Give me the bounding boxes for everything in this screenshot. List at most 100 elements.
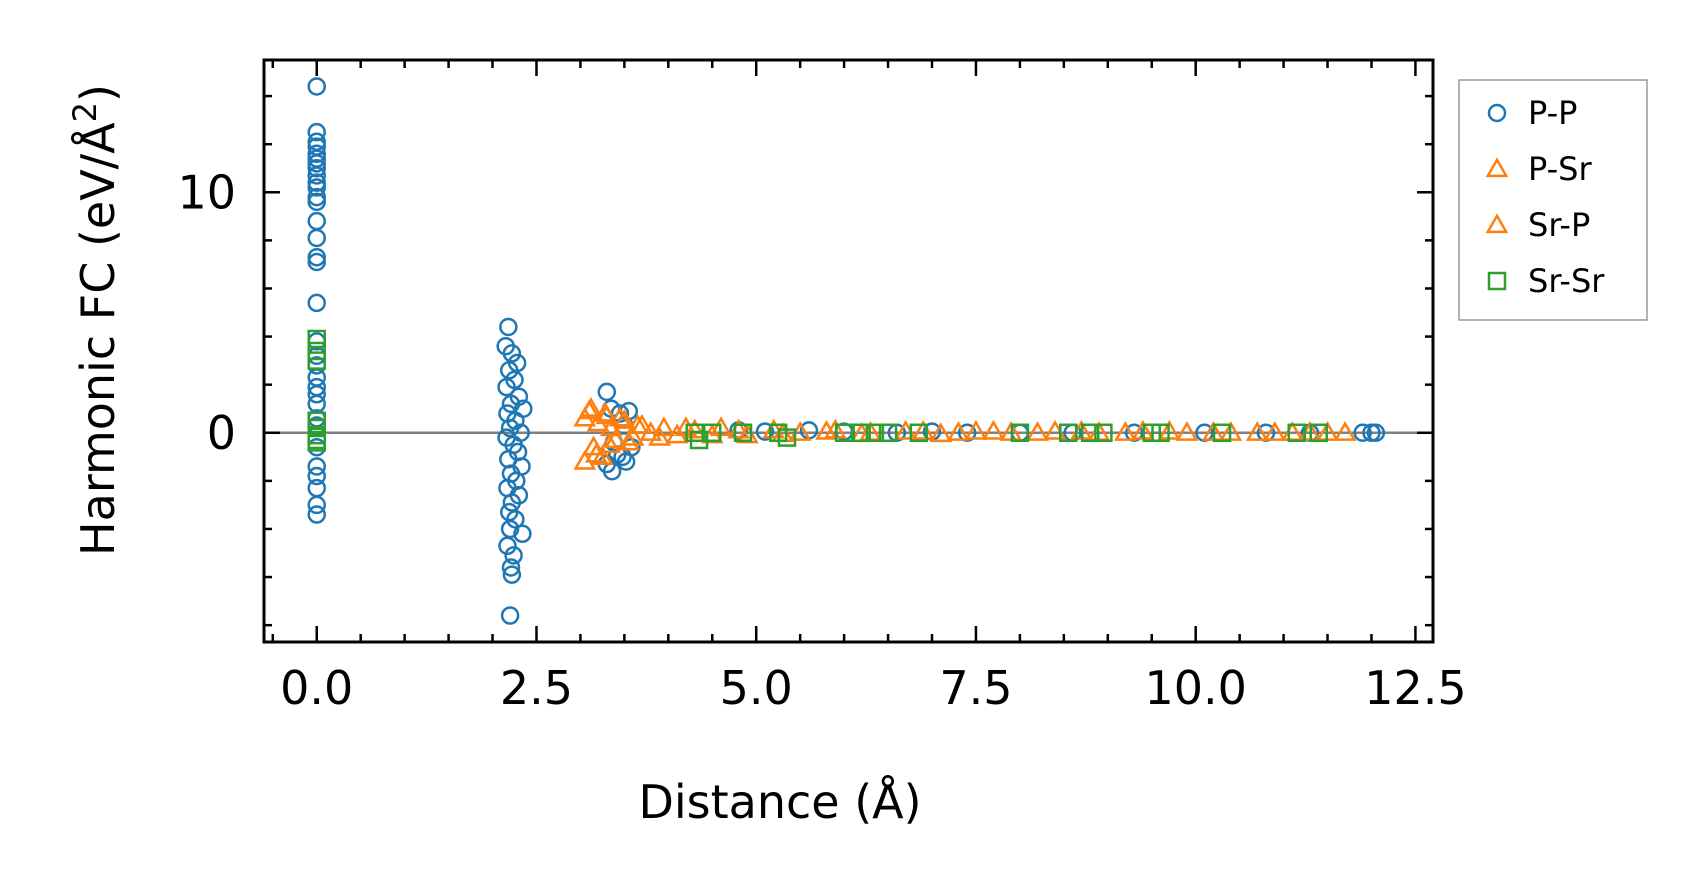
data-point — [834, 423, 854, 443]
data-point — [852, 423, 871, 443]
x-tick-label: 10.0 — [1144, 661, 1246, 715]
data-point — [683, 418, 707, 439]
data-point — [1245, 421, 1269, 441]
data-point — [613, 409, 636, 429]
data-point — [591, 445, 614, 465]
data-point — [307, 144, 326, 164]
data-point — [502, 565, 522, 584]
legend-markers — [1485, 103, 1509, 291]
data-point — [307, 252, 326, 272]
data-point — [777, 428, 797, 447]
legend-label-p-p: P-P — [1528, 94, 1577, 132]
data-point — [648, 425, 671, 446]
data-point — [307, 173, 326, 192]
data-point — [497, 377, 516, 397]
data-point — [1058, 423, 1078, 443]
y-axis-label-superscript: 2 — [66, 102, 104, 122]
data-point — [307, 158, 326, 178]
data-point — [307, 228, 326, 248]
data-point — [501, 558, 521, 577]
data-point — [504, 546, 523, 565]
data-point — [307, 466, 326, 486]
data-point — [1094, 423, 1113, 443]
data-point — [584, 442, 608, 463]
data-point — [755, 422, 775, 441]
data-point — [501, 394, 521, 414]
data-point — [307, 166, 326, 185]
data-point — [616, 452, 636, 471]
data-point — [582, 435, 605, 456]
data-point — [1333, 421, 1357, 441]
data-point — [815, 419, 838, 440]
data-point — [579, 396, 603, 417]
data-point — [703, 423, 722, 443]
data-point — [878, 423, 898, 443]
data-point — [307, 329, 326, 349]
data-point — [909, 423, 929, 443]
data-point — [307, 178, 326, 197]
series-sr-sr — [307, 329, 1328, 452]
data-point — [608, 406, 632, 427]
data-point — [307, 293, 326, 313]
data-point — [1263, 421, 1287, 441]
data-point — [982, 419, 1005, 440]
data-point — [1287, 423, 1307, 443]
data-point — [500, 418, 520, 438]
data-point — [307, 457, 326, 476]
axis-ticks — [264, 60, 1433, 642]
data-point — [617, 430, 641, 451]
data-point — [499, 317, 518, 337]
data-point — [1151, 423, 1170, 443]
data-point — [947, 421, 970, 441]
data-point — [621, 425, 645, 446]
data-point — [498, 536, 517, 556]
data-point — [307, 433, 326, 452]
data-point — [1080, 423, 1100, 443]
data-point — [1366, 423, 1386, 443]
x-axis-label: Distance (Å) — [638, 775, 921, 829]
plot-frame — [262, 58, 1435, 644]
data-point — [307, 77, 326, 96]
x-tick-labels: 0.0 2.5 5.0 7.5 10.0 12.5 — [280, 661, 1466, 715]
legend-label-p-sr: P-Sr — [1528, 150, 1592, 188]
data-point — [626, 413, 649, 434]
data-point — [500, 606, 520, 625]
y-axis-label-main: Harmonic FC (eV/Å — [71, 122, 125, 556]
y-tick-label: 0 — [207, 406, 236, 460]
y-tick-labels: 0 10 — [177, 165, 236, 459]
data-point — [1212, 423, 1232, 443]
data-point — [1010, 423, 1030, 443]
data-point — [506, 510, 525, 529]
x-tick-label: 5.0 — [720, 661, 793, 715]
y-axis-label-end: ) — [71, 84, 125, 102]
y-tick-label: 10 — [177, 165, 236, 219]
data-point — [307, 247, 326, 267]
data-point — [865, 423, 885, 443]
legend: P-P P-Sr Sr-P Sr-Sr — [1458, 79, 1648, 321]
data-point — [307, 341, 326, 361]
y-axis-label: Harmonic FC (eV/Å2) — [66, 84, 125, 556]
legend-marker-sr-sr — [1487, 271, 1507, 291]
legend-label-sr-p: Sr-P — [1528, 206, 1590, 244]
data-point — [307, 192, 326, 212]
data-point — [1353, 423, 1372, 443]
legend-marker-sr-p — [1485, 213, 1509, 234]
data-point — [307, 122, 326, 142]
data-point — [307, 154, 326, 173]
data-point — [929, 422, 953, 443]
data-point — [597, 382, 617, 402]
data-point — [502, 493, 522, 512]
x-tick-label: 0.0 — [280, 661, 353, 715]
data-points — [307, 77, 1386, 625]
x-tick-label: 2.5 — [500, 661, 573, 715]
plot-area — [262, 58, 1435, 644]
data-point — [307, 495, 326, 515]
legend-label-sr-sr: Sr-Sr — [1528, 262, 1605, 300]
legend-marker-p-sr — [1485, 157, 1509, 178]
data-point — [1309, 423, 1328, 443]
data-point — [1175, 421, 1199, 441]
legend-marker-p-p — [1487, 103, 1507, 123]
legend-box — [1458, 79, 1648, 321]
data-point — [598, 433, 621, 453]
